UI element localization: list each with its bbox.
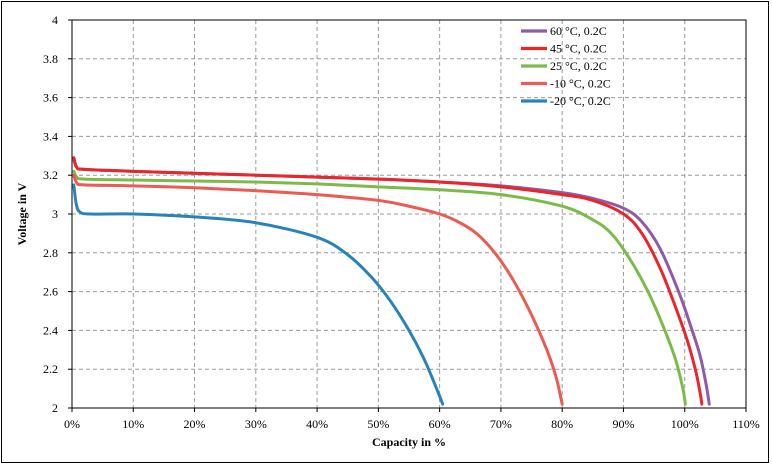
- x-tick-label: 110%: [732, 417, 760, 431]
- x-tick-label: 50%: [367, 417, 389, 431]
- series-line-1: [72, 158, 711, 406]
- x-tick-label: 70%: [490, 417, 512, 431]
- legend-label: -20 °C, 0.2C: [550, 94, 611, 108]
- y-tick-label: 2.2: [43, 362, 58, 376]
- y-axis-title: Voltage in V: [15, 182, 29, 245]
- x-tick-label: 20%: [184, 417, 206, 431]
- y-tick-label: 3.8: [43, 52, 58, 66]
- series-line-2: [72, 156, 704, 406]
- series-line-3: [72, 169, 687, 406]
- series-line-4: [72, 173, 564, 406]
- y-tick-label: 3: [52, 207, 58, 221]
- x-tick-label: 30%: [245, 417, 267, 431]
- legend-label: 25 °C, 0.2C: [550, 59, 607, 73]
- grid-lines: [72, 20, 746, 408]
- x-tick-label: 100%: [671, 417, 699, 431]
- y-tick-label: 3.4: [43, 129, 58, 143]
- tick-labels: 0% 10% 20% 30% 40% 50% 60% 70% 80% 90% 100% 110% 2 2.…: [43, 13, 760, 431]
- x-tick-label: 60%: [429, 417, 451, 431]
- legend: 60 °C, 0.2C 45 °C, 0.2C 25 °C, 0.2C -10 °C,…: [521, 24, 611, 108]
- legend-label: -10 °C, 0.2C: [550, 77, 611, 91]
- y-tick-label: 2.8: [43, 246, 58, 260]
- series-lines: [72, 156, 711, 406]
- x-tick-label: 90%: [612, 417, 634, 431]
- legend-label: 60 °C, 0.2C: [550, 24, 607, 38]
- y-tick-label: 3.2: [43, 168, 58, 182]
- x-tick-label: 40%: [306, 417, 328, 431]
- x-axis-title: Capacity in %: [372, 435, 446, 449]
- y-tick-label: 2.6: [43, 285, 58, 299]
- series-line-5: [72, 183, 445, 406]
- y-tick-label: 3.6: [43, 91, 58, 105]
- y-tick-label: 2: [52, 401, 58, 415]
- x-tick-label: 80%: [551, 417, 573, 431]
- legend-label: 45 °C, 0.2C: [550, 42, 607, 56]
- x-tick-label: 10%: [122, 417, 144, 431]
- y-tick-label: 2.4: [43, 323, 58, 337]
- x-tick-label: 0%: [64, 417, 80, 431]
- y-tick-label: 4: [52, 13, 58, 27]
